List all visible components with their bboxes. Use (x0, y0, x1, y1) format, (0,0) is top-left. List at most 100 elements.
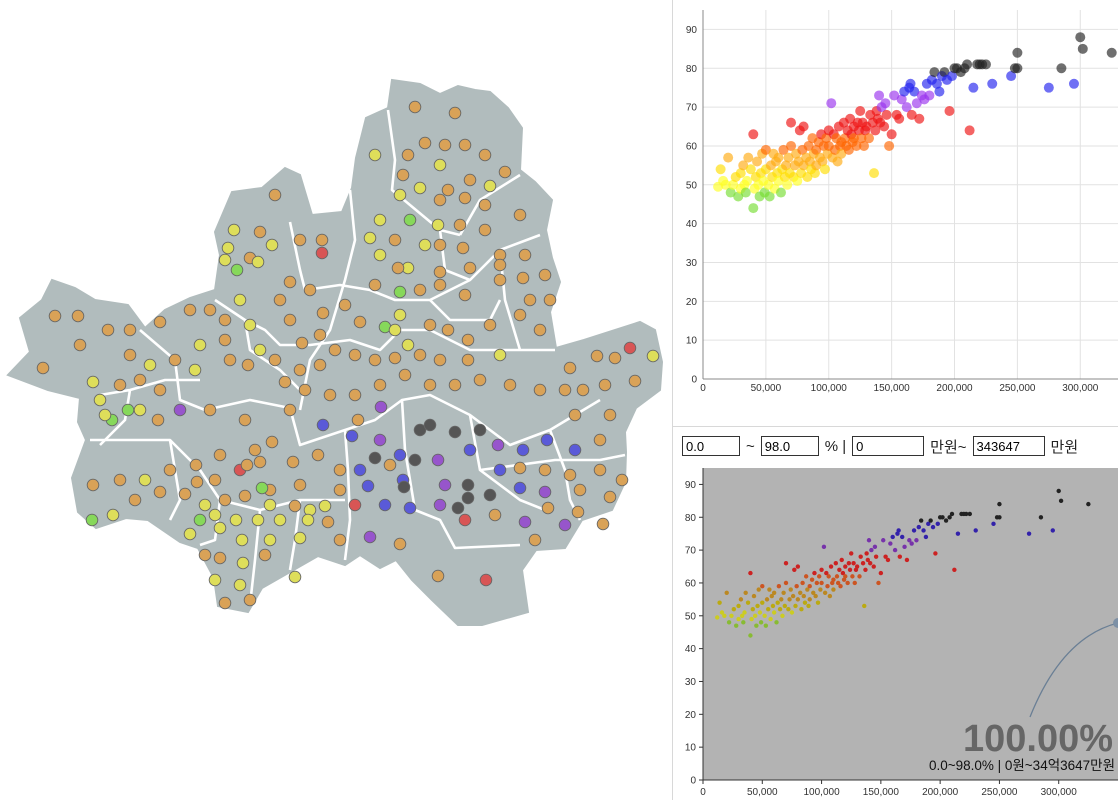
apartment-dot[interactable] (368, 148, 382, 162)
apartment-dot[interactable] (283, 403, 297, 417)
apartment-dot[interactable] (128, 493, 142, 507)
apartment-dot[interactable] (388, 323, 402, 337)
apartment-dot[interactable] (263, 533, 277, 547)
apartment-dot[interactable] (378, 498, 392, 512)
apartment-dot[interactable] (345, 429, 359, 443)
apartment-dot[interactable] (328, 343, 342, 357)
apartment-dot[interactable] (493, 258, 507, 272)
apartment-dot[interactable] (313, 358, 327, 372)
apartment-dot[interactable] (373, 248, 387, 262)
apartment-dot[interactable] (603, 408, 617, 422)
apartment-dot[interactable] (401, 148, 415, 162)
apartment-dot[interactable] (373, 213, 387, 227)
apartment-dot[interactable] (313, 328, 327, 342)
apartment-dot[interactable] (268, 188, 282, 202)
apartment-dot[interactable] (353, 463, 367, 477)
apartment-dot[interactable] (463, 261, 477, 275)
apartment-dot[interactable] (458, 191, 472, 205)
apartment-dot[interactable] (483, 179, 497, 193)
apartment-dot[interactable] (503, 378, 517, 392)
apartment-dot[interactable] (348, 388, 362, 402)
apartment-dot[interactable] (541, 501, 555, 515)
apartment-dot[interactable] (93, 393, 107, 407)
apartment-dot[interactable] (608, 351, 622, 365)
apartment-dot[interactable] (218, 313, 232, 327)
apartment-dot[interactable] (303, 283, 317, 297)
apartment-dot[interactable] (298, 383, 312, 397)
apartment-dot[interactable] (73, 338, 87, 352)
apartment-dot[interactable] (458, 513, 472, 527)
apartment-dot[interactable] (213, 521, 227, 535)
apartment-dot[interactable] (393, 448, 407, 462)
apartment-dot[interactable] (563, 468, 577, 482)
apartment-dot[interactable] (113, 378, 127, 392)
apartment-dot[interactable] (283, 275, 297, 289)
apartment-dot[interactable] (441, 183, 455, 197)
apartment-dot[interactable] (168, 353, 182, 367)
apartment-dot[interactable] (143, 358, 157, 372)
apartment-dot[interactable] (353, 315, 367, 329)
apartment-dot[interactable] (398, 368, 412, 382)
apartment-dot[interactable] (138, 473, 152, 487)
apartment-dot[interactable] (363, 530, 377, 544)
apartment-dot[interactable] (361, 479, 375, 493)
apartment-dot[interactable] (278, 375, 292, 389)
apartment-dot[interactable] (538, 463, 552, 477)
apartment-dot[interactable] (438, 478, 452, 492)
apartment-dot[interactable] (301, 513, 315, 527)
apartment-dot[interactable] (433, 193, 447, 207)
apartment-dot[interactable] (383, 458, 397, 472)
apartment-dot[interactable] (463, 443, 477, 457)
apartment-dot[interactable] (251, 255, 265, 269)
apartment-dot[interactable] (151, 413, 165, 427)
apartment-dot[interactable] (178, 487, 192, 501)
apartment-dot[interactable] (473, 373, 487, 387)
apartment-dot[interactable] (571, 505, 585, 519)
apartment-dot[interactable] (573, 483, 587, 497)
apartment-dot[interactable] (283, 313, 297, 327)
apartment-dot[interactable] (448, 106, 462, 120)
apartment-dot[interactable] (528, 533, 542, 547)
apartment-dot[interactable] (189, 458, 203, 472)
apartment-dot[interactable] (288, 499, 302, 513)
pointer-handle[interactable] (1113, 618, 1118, 628)
apartment-dot[interactable] (401, 338, 415, 352)
apartment-dot[interactable] (71, 309, 85, 323)
apartment-dot[interactable] (123, 348, 137, 362)
apartment-dot[interactable] (593, 463, 607, 477)
apartment-dot[interactable] (408, 100, 422, 114)
apartment-dot[interactable] (493, 273, 507, 287)
apartment-dot[interactable] (518, 248, 532, 262)
apartment-dot[interactable] (598, 378, 612, 392)
apartment-dot[interactable] (198, 498, 212, 512)
apartment-dot[interactable] (316, 418, 330, 432)
apartment-dot[interactable] (203, 303, 217, 317)
apartment-dot[interactable] (208, 508, 222, 522)
apartment-dot[interactable] (303, 503, 317, 517)
apartment-dot[interactable] (431, 453, 445, 467)
apartment-dot[interactable] (513, 461, 527, 475)
apartment-dot[interactable] (293, 233, 307, 247)
apartment-dot[interactable] (533, 383, 547, 397)
apartment-dot[interactable] (563, 361, 577, 375)
apartment-dot[interactable] (533, 323, 547, 337)
pct-max-input[interactable] (760, 436, 819, 456)
apartment-dot[interactable] (348, 498, 362, 512)
apartment-dot[interactable] (453, 218, 467, 232)
apartment-dot[interactable] (538, 485, 552, 499)
apartment-dot[interactable] (208, 573, 222, 587)
apartment-dot[interactable] (576, 383, 590, 397)
apartment-dot[interactable] (316, 306, 330, 320)
apartment-dot[interactable] (488, 508, 502, 522)
apartment-dot[interactable] (113, 473, 127, 487)
apartment-dot[interactable] (190, 475, 204, 489)
apartment-dot[interactable] (288, 570, 302, 584)
price-min-input[interactable] (852, 436, 925, 456)
apartment-dot[interactable] (236, 556, 250, 570)
apartment-dot[interactable] (213, 448, 227, 462)
pct-min-input[interactable] (682, 436, 740, 456)
apartment-dot[interactable] (213, 551, 227, 565)
apartment-dot[interactable] (85, 513, 99, 527)
apartment-dot[interactable] (423, 318, 437, 332)
apartment-dot[interactable] (441, 323, 455, 337)
